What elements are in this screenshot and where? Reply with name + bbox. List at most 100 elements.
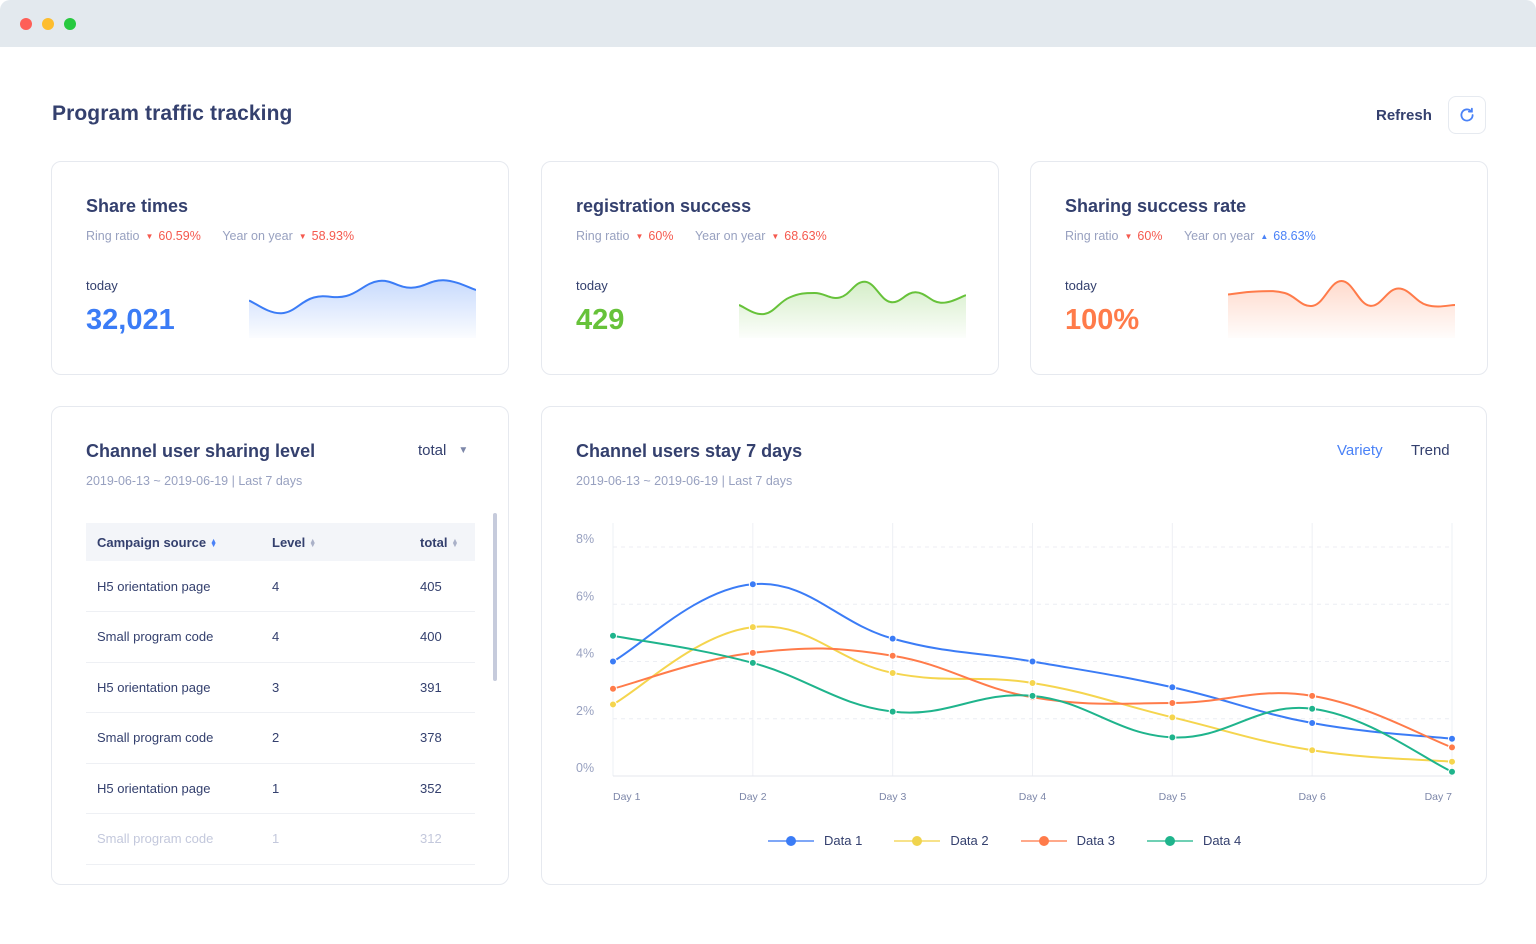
- stat-card-sharing-success-rate: Sharing success rate Ring ratio ▼ 60% Year…: [1030, 161, 1488, 375]
- table-row[interactable]: Small program code 1 312: [86, 813, 475, 865]
- cell-level: 3: [261, 662, 409, 713]
- stat-value: 32,021: [86, 304, 175, 336]
- legend-item-data-2[interactable]: Data 2: [894, 833, 989, 848]
- data-point: [1448, 757, 1456, 766]
- cell-level: 4: [261, 611, 409, 663]
- cell-campaign-source: Small program code: [86, 712, 261, 764]
- cell-level: 2: [261, 712, 409, 764]
- stat-card-share-times: Share times Ring ratio ▼ 60.59% Year on ye…: [51, 161, 509, 375]
- y-tick-label: 4%: [576, 647, 594, 661]
- x-axis: Day 1 Day 2 Day 3 Day 4 Day 5 Day 6 Day 7: [613, 791, 1452, 803]
- stat-meta: Ring ratio ▼ 60% Year on year ▼ 68.63%: [576, 229, 845, 243]
- stat-card-registration-success: registration success Ring ratio ▼ 60% Year…: [541, 161, 999, 375]
- data-point: [1308, 704, 1317, 713]
- window-titlebar: [0, 0, 1536, 47]
- caret-down-icon: ▼: [458, 445, 469, 456]
- line-chart: 0%2%4%6%8% Day 1 Day 2 Day 3 Day 4 Day 5 Day …: [576, 523, 1456, 803]
- chart-legend: Data 1 Data 2 Data 3 Data 4: [768, 833, 1273, 848]
- data-point: [609, 657, 617, 666]
- data-point: [888, 634, 897, 643]
- column-header-total[interactable]: total ▲ ▼: [409, 523, 475, 561]
- data-point: [609, 631, 617, 640]
- maximize-window-button[interactable]: [64, 18, 76, 30]
- data-point: [1028, 657, 1037, 666]
- cell-campaign-source: H5 orientation page: [86, 561, 261, 612]
- sparkline-line: [1228, 279, 1455, 308]
- y-tick-label: 0%: [576, 761, 594, 775]
- table-row[interactable]: H5 orientation page 4 405: [86, 561, 475, 612]
- column-header-level[interactable]: Level ▲ ▼: [261, 523, 409, 561]
- cell-level: 1: [261, 813, 409, 865]
- legend-line-marker-icon: [768, 835, 814, 846]
- x-tick-label: Day 1: [613, 791, 641, 803]
- sort-icon[interactable]: ▲ ▼: [309, 537, 317, 549]
- data-point: [1168, 683, 1177, 692]
- data-point: [748, 658, 757, 667]
- cell-campaign-source: H5 orientation page: [86, 662, 261, 713]
- data-point: [1028, 691, 1037, 700]
- data-point: [1168, 713, 1177, 722]
- ring-ratio-value: 60%: [648, 229, 674, 243]
- tab-trend[interactable]: Trend: [1411, 442, 1450, 459]
- data-point: [609, 700, 617, 709]
- data-point: [1448, 743, 1456, 752]
- stat-value: 429: [576, 304, 625, 336]
- legend-item-data-3[interactable]: Data 3: [1020, 833, 1115, 848]
- arrow-down-icon: ▼: [771, 232, 780, 241]
- today-label: today: [576, 278, 608, 293]
- stat-title: Share times: [86, 196, 189, 216]
- data-point: [888, 668, 897, 677]
- panel-title: Channel users stay 7 days: [576, 441, 803, 461]
- stat-title: registration success: [576, 196, 752, 216]
- x-tick-label: Day 2: [739, 791, 767, 803]
- legend-line-marker-icon: [1020, 835, 1067, 846]
- chart-series: [609, 580, 1456, 776]
- data-point: [1308, 719, 1317, 728]
- sort-icon[interactable]: ▲ ▼: [210, 537, 218, 549]
- sparkline-chart: [249, 279, 476, 338]
- y-tick-label: 2%: [576, 704, 594, 718]
- tab-variety[interactable]: Variety: [1337, 442, 1383, 459]
- total-dropdown[interactable]: total ▼: [418, 442, 468, 459]
- legend-line-marker-icon: [894, 835, 941, 846]
- data-point: [609, 684, 617, 693]
- refresh-link[interactable]: Refresh: [1376, 107, 1432, 124]
- data-point: [888, 707, 897, 716]
- table-row[interactable]: H5 orientation page 3 391: [86, 662, 475, 713]
- arrow-down-icon: ▼: [1124, 232, 1133, 241]
- cell-total: 352: [409, 763, 475, 814]
- table-scrollbar[interactable]: [493, 513, 497, 681]
- legend-item-data-4[interactable]: Data 4: [1146, 833, 1241, 848]
- sharing-level-table: Campaign source ▲ ▼ Level ▲ ▼ total ▲ ▼ H5 ori…: [86, 523, 475, 865]
- stat-title: Sharing success rate: [1065, 196, 1247, 216]
- data-point: [1168, 733, 1177, 742]
- ring-ratio-value: 60%: [1137, 229, 1163, 243]
- data-point: [1448, 734, 1456, 743]
- minimize-window-button[interactable]: [42, 18, 54, 30]
- legend-item-data-1[interactable]: Data 1: [768, 833, 862, 848]
- arrow-down-icon: ▼: [298, 232, 307, 241]
- table-row[interactable]: H5 orientation page 1 352: [86, 763, 475, 814]
- sort-icon[interactable]: ▲ ▼: [451, 537, 459, 549]
- yoy-label: Year on year: [222, 229, 293, 243]
- close-window-button[interactable]: [20, 18, 32, 30]
- data-point: [888, 651, 897, 660]
- sharing-level-panel: Channel user sharing level total ▼ 2019-0…: [51, 406, 509, 885]
- legend-line-marker-icon: [1146, 835, 1193, 846]
- chart-grid: [612, 523, 1453, 777]
- date-range: 2019-06-13 ~ 2019-06-19 | Last 7 days: [86, 474, 303, 488]
- y-axis: 0% 2% 4% 6% 8%: [576, 532, 594, 775]
- table-row[interactable]: Small program code 2 378: [86, 712, 475, 764]
- column-header-campaign-source[interactable]: Campaign source ▲ ▼: [86, 523, 261, 561]
- dropdown-value: total: [418, 442, 447, 459]
- yoy-value: 58.93%: [311, 229, 355, 243]
- data-point: [1308, 691, 1317, 700]
- x-tick-label: Day 6: [1298, 791, 1326, 803]
- table-row[interactable]: Small program code 4 400: [86, 611, 475, 663]
- ring-ratio-label: Ring ratio: [1065, 229, 1119, 243]
- cell-campaign-source: Small program code: [86, 813, 261, 865]
- series-data-4: [609, 631, 1456, 776]
- refresh-button[interactable]: [1448, 96, 1486, 134]
- arrow-down-icon: ▼: [635, 232, 644, 241]
- series-data-1: [609, 580, 1456, 743]
